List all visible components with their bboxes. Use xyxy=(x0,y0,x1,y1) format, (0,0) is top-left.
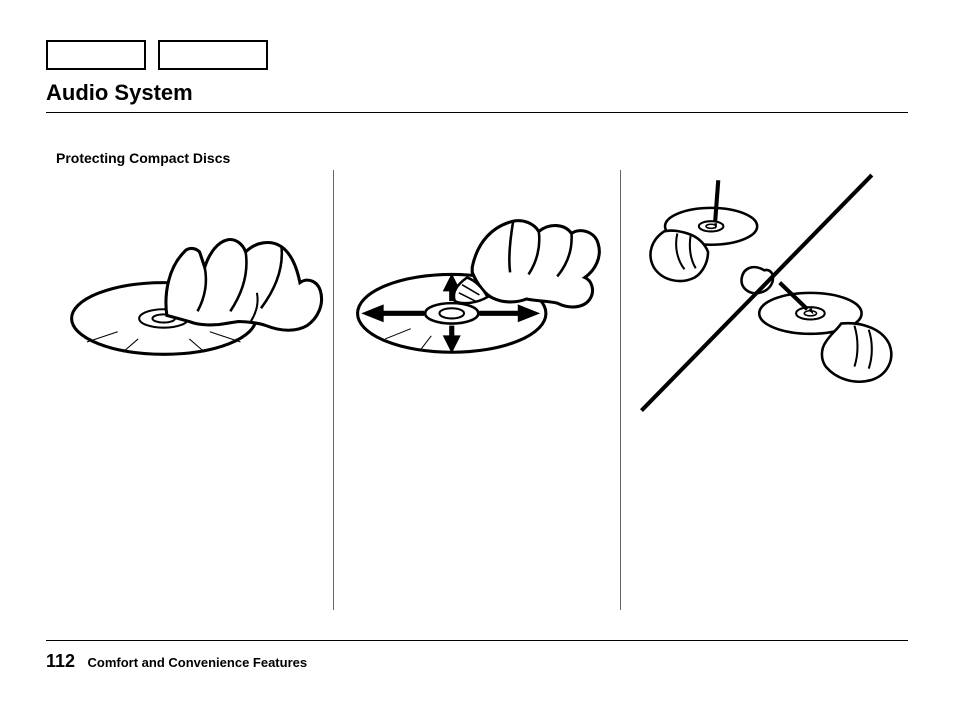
manual-page: Audio System Protecting Compact Discs xyxy=(0,0,954,702)
page-footer: 112 Comfort and Convenience Features xyxy=(46,640,908,672)
column-1 xyxy=(46,170,333,610)
hold-disc-illustration xyxy=(46,170,333,395)
column-2 xyxy=(334,170,621,610)
page-title: Audio System xyxy=(46,80,193,106)
footer-chapter: Comfort and Convenience Features xyxy=(88,655,308,670)
wipe-disc-illustration xyxy=(334,170,621,395)
header-box-2 xyxy=(158,40,268,70)
illustration-columns xyxy=(46,170,908,610)
do-not-write-illustration xyxy=(621,170,908,436)
section-subtitle: Protecting Compact Discs xyxy=(56,150,230,166)
title-rule xyxy=(46,112,908,113)
column-3 xyxy=(621,170,908,610)
header-box-1 xyxy=(46,40,146,70)
upper-hand-disc xyxy=(651,180,758,281)
page-number: 112 xyxy=(46,651,75,672)
header-placeholder-boxes xyxy=(46,40,268,70)
